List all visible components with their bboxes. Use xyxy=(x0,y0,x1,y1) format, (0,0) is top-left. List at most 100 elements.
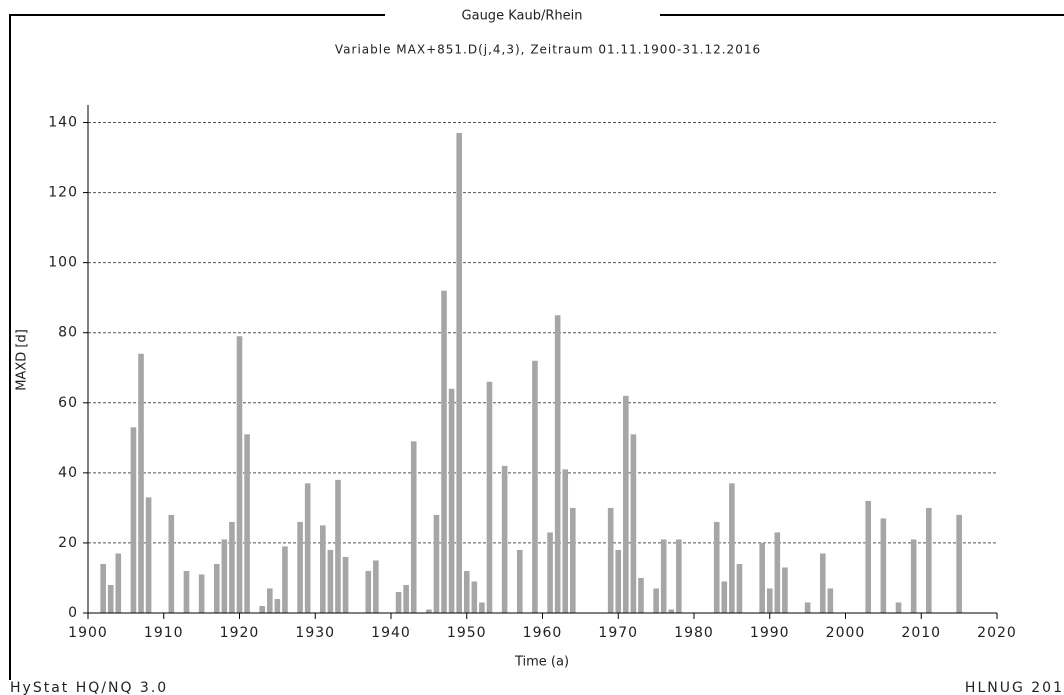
bar xyxy=(304,483,311,613)
bar xyxy=(433,514,440,613)
bar xyxy=(623,395,629,613)
x-tick-label: 1920 xyxy=(220,625,260,641)
bar xyxy=(554,315,561,613)
x-tick-label: 1970 xyxy=(598,625,638,641)
bar xyxy=(395,591,402,613)
bar xyxy=(168,514,175,613)
bar xyxy=(335,479,341,613)
bar xyxy=(145,497,152,613)
bar xyxy=(107,584,114,613)
x-tick-label: 1990 xyxy=(750,625,790,641)
bar xyxy=(297,521,303,613)
y-axis-label: MAXD [d] xyxy=(15,329,30,391)
bar xyxy=(630,434,637,613)
bar xyxy=(653,588,659,613)
x-tick-label: 1950 xyxy=(447,625,487,641)
bar xyxy=(342,556,349,613)
x-tick-label: 1960 xyxy=(523,625,563,641)
bar xyxy=(244,434,250,613)
bar xyxy=(713,521,720,613)
bar xyxy=(736,563,743,613)
bar xyxy=(827,588,834,613)
bar xyxy=(410,441,417,613)
bar xyxy=(267,588,273,613)
y-tick-label: 60 xyxy=(58,395,78,411)
y-tick-label: 140 xyxy=(48,115,78,131)
x-tick-label: 1940 xyxy=(371,625,411,641)
y-tick-label: 40 xyxy=(58,465,78,481)
bar xyxy=(115,553,122,613)
bar xyxy=(274,598,281,613)
bar xyxy=(956,514,962,613)
y-tick-label: 80 xyxy=(58,325,78,341)
bar xyxy=(774,532,781,613)
x-tick-label: 1930 xyxy=(295,625,335,641)
bar xyxy=(759,542,765,613)
bar xyxy=(721,581,728,613)
bar xyxy=(138,353,144,613)
bar xyxy=(547,532,553,613)
bar xyxy=(638,577,644,613)
bar xyxy=(926,507,932,613)
bar xyxy=(782,567,788,613)
bar xyxy=(463,570,470,613)
bar xyxy=(668,609,675,613)
bar xyxy=(471,581,478,613)
frame xyxy=(9,14,1064,680)
y-tick-label: 20 xyxy=(58,535,78,551)
bar xyxy=(516,549,523,613)
bar xyxy=(198,574,205,613)
bar xyxy=(880,518,887,613)
footer-left: HyStat HQ/NQ 3.0 xyxy=(10,680,168,695)
y-tick-label: 120 xyxy=(48,185,78,201)
bar xyxy=(426,609,432,613)
bar xyxy=(486,381,493,613)
bar xyxy=(532,360,538,613)
x-tick-label: 2010 xyxy=(901,625,941,641)
y-tick-label: 100 xyxy=(48,255,78,271)
bar xyxy=(236,336,243,613)
bar xyxy=(910,539,917,613)
x-tick-label: 2000 xyxy=(826,625,866,641)
bar xyxy=(373,560,379,613)
bar xyxy=(456,133,462,613)
bar xyxy=(819,553,826,613)
x-tick-label: 1980 xyxy=(674,625,714,641)
x-tick-label: 1910 xyxy=(144,625,184,641)
chart-subtitle: Variable MAX+851.D(j,4,3), Zeitraum 01.1… xyxy=(335,43,761,57)
bar xyxy=(570,507,576,613)
x-axis-label: Time (a) xyxy=(514,655,569,670)
x-tick-label: 1900 xyxy=(68,625,108,641)
bar xyxy=(448,388,455,613)
bar xyxy=(213,563,220,613)
bar xyxy=(403,584,409,613)
bar xyxy=(221,539,228,613)
bar xyxy=(229,521,235,613)
bar xyxy=(479,602,485,613)
bar xyxy=(607,507,614,613)
bar xyxy=(327,549,334,613)
bar xyxy=(130,427,137,613)
bar xyxy=(183,570,190,613)
chart-title: Gauge Kaub/Rhein xyxy=(462,9,583,24)
bar xyxy=(895,602,902,613)
bar xyxy=(259,605,266,613)
bar xyxy=(804,602,811,613)
footer-right: HLNUG 201 xyxy=(965,680,1064,695)
bar xyxy=(441,290,447,613)
bar xyxy=(615,549,622,613)
bar xyxy=(100,563,106,613)
bar xyxy=(501,465,508,613)
bar xyxy=(320,525,326,613)
bar xyxy=(676,539,682,613)
bar xyxy=(562,469,569,613)
bar xyxy=(729,483,735,613)
x-tick-label: 2020 xyxy=(977,625,1017,641)
bar xyxy=(865,500,872,613)
bar xyxy=(660,539,667,613)
y-tick-label: 0 xyxy=(68,605,78,621)
bar xyxy=(282,546,288,613)
bar xyxy=(766,588,773,613)
bar xyxy=(365,570,372,613)
